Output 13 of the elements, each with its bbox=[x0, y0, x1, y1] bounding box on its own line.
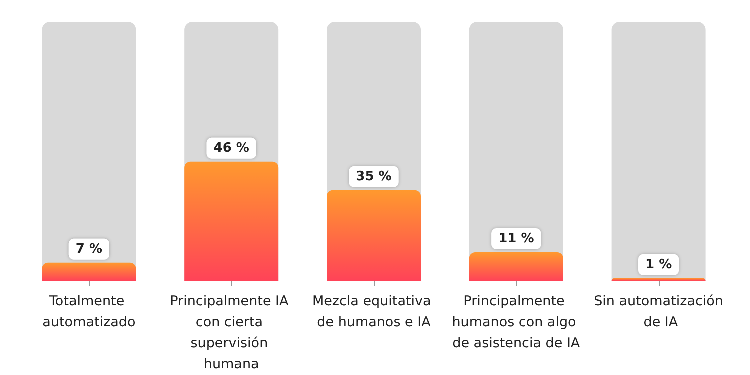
x-tick-label: Principalmente IA con cierta supervisión humana bbox=[170, 294, 294, 372]
data-label: 7 % bbox=[76, 242, 103, 257]
x-tick-label: Totalmente automatizado bbox=[42, 294, 136, 330]
x-tick-label: Principalmente humanos con algo de asistencia de IA bbox=[452, 294, 581, 352]
x-tick-label: Mezcla equitativa de humanos e IA bbox=[312, 294, 436, 330]
data-label: 1 % bbox=[645, 257, 672, 272]
data-label: 11 % bbox=[498, 232, 534, 247]
bar bbox=[469, 252, 564, 281]
data-label: 46 % bbox=[214, 140, 250, 156]
data-label: 35 % bbox=[356, 169, 392, 184]
x-tick-label: Sin automatización de IA bbox=[594, 294, 724, 330]
bar bbox=[42, 262, 136, 281]
bar bbox=[612, 278, 706, 281]
